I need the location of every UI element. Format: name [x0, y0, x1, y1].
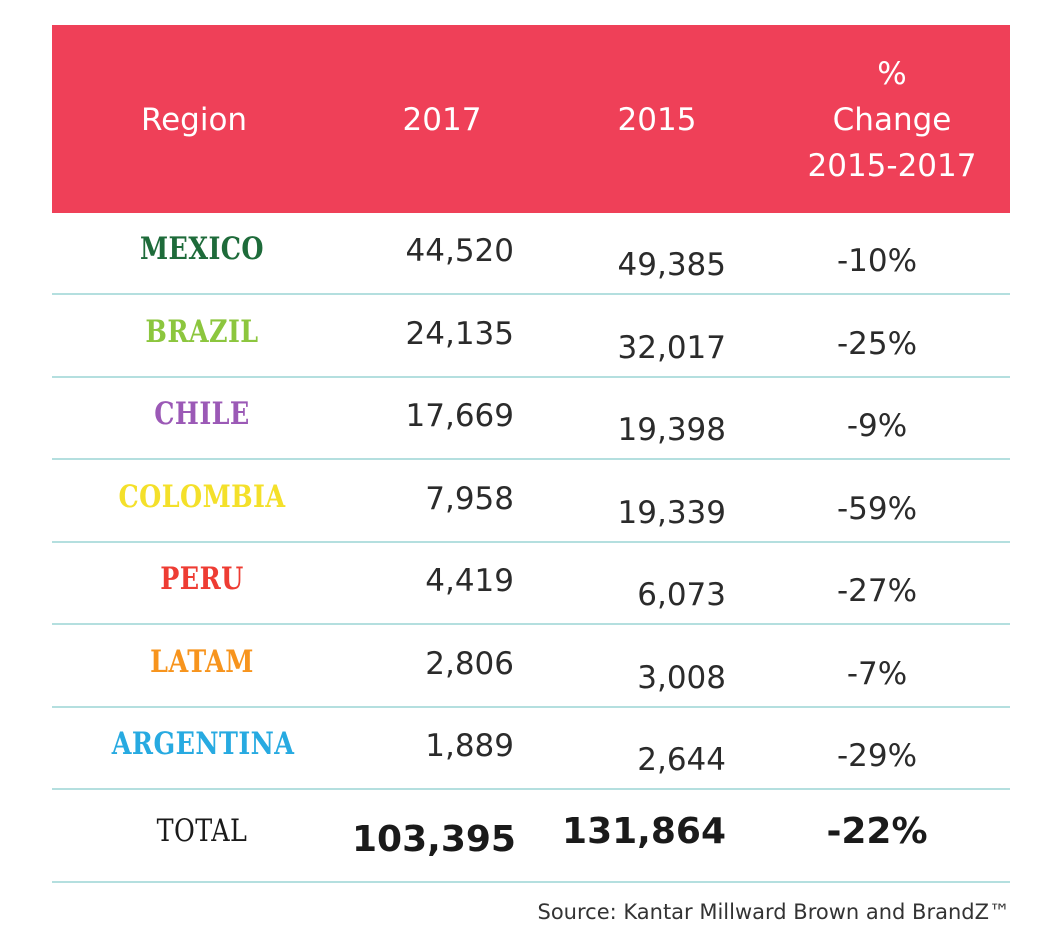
percent-change: -10% [836, 243, 918, 279]
value-2015: 19,339 [617, 494, 726, 531]
value-2017: 7,958 [425, 480, 514, 517]
percent-change: -22% [826, 810, 928, 852]
source-note: Source: Kantar Millward Brown and BrandZ… [537, 900, 1010, 924]
value-2015: 49,385 [617, 247, 726, 283]
row-separator [52, 293, 1010, 295]
value-2015: 6,073 [637, 577, 726, 613]
percent-change: -25% [836, 325, 918, 362]
percent-change: -9% [846, 408, 908, 444]
value-2017: 17,669 [405, 398, 514, 434]
header-2015: 2015 [617, 102, 697, 138]
header-change-line-3: 2015-2017 [807, 148, 977, 184]
header-2017: 2017 [402, 102, 482, 138]
header-change-line-1: % [877, 56, 907, 92]
region-name: COLOMBIA [118, 478, 286, 515]
value-2017: 4,419 [425, 563, 514, 599]
percent-change: -59% [836, 490, 918, 527]
table-row: PERU 4,419 6,073 -27% [52, 543, 1010, 625]
table-row: MEXICO 44,520 49,385 -10% [52, 213, 1010, 295]
table-row: ARGENTINA 1,889 2,644 -29% [52, 708, 1010, 790]
region-name: LATAM [150, 643, 254, 680]
percent-change: -27% [836, 573, 918, 609]
row-separator [52, 880, 1010, 883]
region-name: PERU [160, 561, 244, 597]
percent-change: -29% [836, 738, 918, 774]
header-percent-change: % Change 2015-2017 [792, 51, 992, 189]
value-2015: 2,644 [637, 742, 726, 778]
table-row: BRAZIL 24,135 32,017 -25% [52, 296, 1010, 378]
region-name: CHILE [154, 396, 250, 432]
table-header: Region 2017 2015 % Change 2015-2017 [52, 25, 1010, 213]
value-2015: 32,017 [617, 329, 726, 366]
value-2015: 3,008 [637, 659, 726, 696]
row-separator [52, 623, 1010, 625]
row-separator [52, 375, 1010, 378]
region-name: BRAZIL [145, 313, 259, 350]
header-region: Region [140, 102, 248, 138]
total-label: TOTAL [156, 812, 248, 849]
value-2015: 131,864 [562, 810, 726, 852]
table-row: CHILE 17,669 19,398 -9% [52, 378, 1010, 460]
value-2017: 103,395 [352, 818, 516, 860]
header-change-line-2: Change [832, 102, 952, 138]
value-2015: 19,398 [617, 412, 726, 448]
value-2017: 1,889 [425, 728, 514, 764]
value-2017: 44,520 [405, 233, 514, 269]
region-name: ARGENTINA [111, 726, 295, 762]
row-separator [52, 540, 1010, 543]
row-separator [52, 788, 1010, 790]
table-row: LATAM 2,806 3,008 -7% [52, 626, 1010, 708]
value-2017: 2,806 [425, 645, 514, 682]
percent-change: -7% [846, 655, 908, 692]
row-separator [52, 705, 1010, 708]
total-row: TOTAL 103,395 131,864 -22% [52, 791, 1010, 883]
row-separator [52, 458, 1010, 460]
value-2017: 24,135 [405, 315, 514, 352]
region-name: MEXICO [140, 231, 264, 267]
table-row: COLOMBIA 7,958 19,339 -59% [52, 461, 1010, 543]
